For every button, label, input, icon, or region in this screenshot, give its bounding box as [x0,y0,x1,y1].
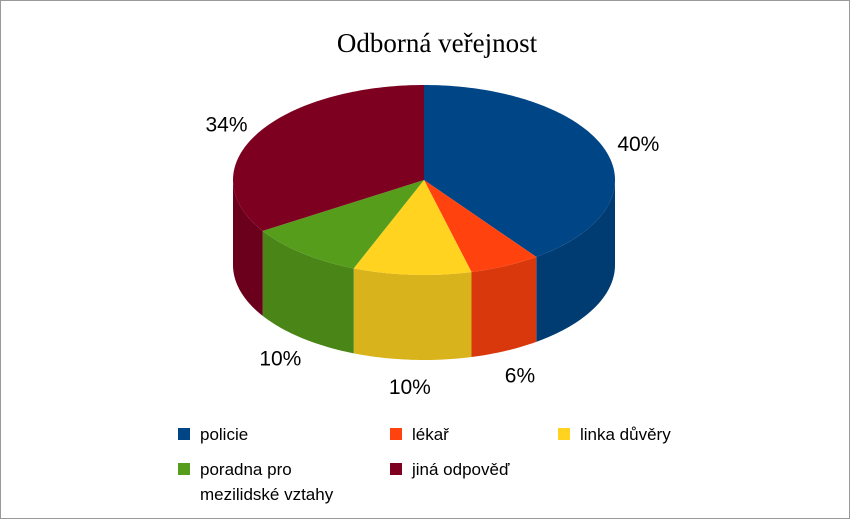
legend-label: lékař [412,425,449,444]
slice [262,180,424,269]
legend-label: jiná odpověď [412,460,510,479]
slice-side [536,180,615,342]
slice [353,180,472,275]
slice-side [471,256,537,358]
legend-swatch [390,428,402,440]
legend-label: poradna pro mezilidské vztahy [200,460,334,504]
slice [424,85,615,257]
legend-label: policie [200,425,249,444]
data-label: 40% [617,133,659,156]
legend-swatch [178,463,190,475]
data-label: 10% [259,348,301,371]
legend-swatch [558,428,570,440]
legend-swatch [390,463,402,475]
slice [424,180,537,273]
legend-swatch [178,428,190,440]
slice-side [233,180,263,316]
data-label: 6% [505,364,535,387]
slice-side [353,268,472,360]
slice-side [262,230,354,354]
legend-label: linka důvěry [580,425,671,444]
data-label: 34% [205,114,247,137]
chart-title: Odborná veřejnost [337,28,538,58]
slice [233,85,424,231]
data-label: 10% [389,376,431,399]
